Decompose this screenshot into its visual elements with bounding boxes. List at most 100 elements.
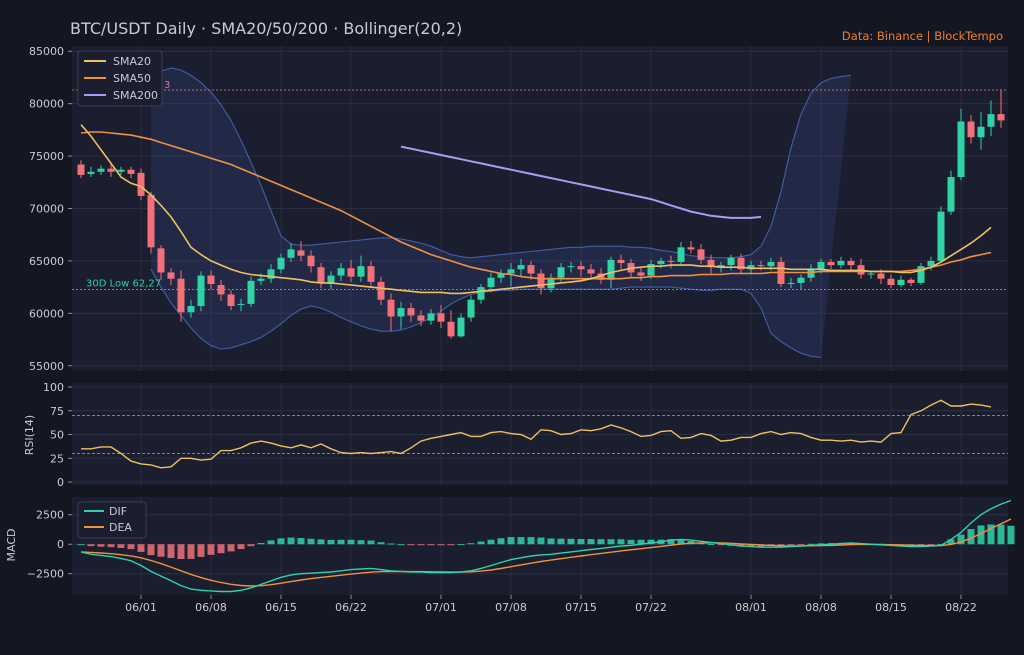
price-tick-label: 65000 <box>29 255 64 268</box>
candle-body <box>367 266 375 282</box>
candle-body <box>767 261 775 267</box>
macd-histogram-bar <box>807 543 815 545</box>
macd-histogram-bar <box>967 529 975 545</box>
macd-histogram-bar <box>627 539 635 545</box>
x-tick-label: 08/01 <box>735 601 767 614</box>
candle-body <box>807 269 815 278</box>
macd-histogram-bar <box>507 537 515 545</box>
sma200-line <box>400 145 762 219</box>
candle-body <box>477 287 485 300</box>
x-tick-label: 08/08 <box>805 601 837 614</box>
macd-histogram-bar <box>447 544 455 546</box>
candle-body <box>897 279 905 286</box>
macd-histogram-bar <box>167 544 175 558</box>
candle-body <box>587 269 595 274</box>
macd-dea-line <box>80 518 1012 587</box>
candle-body <box>757 265 765 267</box>
candle-body <box>377 281 385 300</box>
price-tick-label: 55000 <box>29 360 64 373</box>
candle-body <box>797 277 805 283</box>
candle-body <box>137 172 145 196</box>
macd-histogram-bar <box>717 544 725 546</box>
candle-body <box>107 168 115 172</box>
candle-body <box>727 257 735 266</box>
macd-histogram-bar <box>257 542 265 545</box>
price-tick-label: 80000 <box>29 98 64 111</box>
candle-body <box>877 273 885 279</box>
candle-body <box>157 248 165 273</box>
macd-histogram-bar <box>107 544 115 548</box>
candle-body <box>297 250 305 256</box>
macd-histogram-bar <box>787 544 795 546</box>
macd-histogram-bar <box>377 542 385 545</box>
macd-tick-label: 2500 <box>36 509 64 522</box>
macd-histogram-bar <box>267 540 275 545</box>
macd-histogram-bar <box>567 538 575 545</box>
candle-body <box>977 126 985 138</box>
macd-histogram-bar <box>127 544 135 550</box>
candle-body <box>597 273 605 280</box>
macd-histogram-bar <box>917 544 925 546</box>
candle-body <box>487 277 495 288</box>
macd-histogram-bar <box>777 544 785 546</box>
candle-body <box>637 272 645 276</box>
macd-histogram-bar <box>427 544 435 546</box>
macd-histogram-bar <box>317 539 325 545</box>
candle-body <box>657 260 665 265</box>
rsi-tick-label: 25 <box>50 452 64 465</box>
candle-body <box>187 306 195 313</box>
candle-body <box>707 259 715 268</box>
macd-histogram-bar <box>517 537 525 545</box>
candle-body <box>307 255 315 267</box>
x-tick-label: 08/22 <box>945 601 977 614</box>
candle-body <box>337 268 345 276</box>
x-tick-label: 07/08 <box>495 601 527 614</box>
macd-histogram-bar <box>997 524 1005 545</box>
macd-histogram-bar <box>677 539 685 545</box>
candle-body <box>257 278 265 281</box>
candle-body <box>177 278 185 313</box>
candle-body <box>547 277 555 289</box>
macd-histogram-bar <box>557 538 565 545</box>
macd-tick-label: 0 <box>57 538 64 551</box>
candle-body <box>917 266 925 283</box>
candle-body <box>907 279 915 283</box>
price-tick-label: 70000 <box>29 203 64 216</box>
macd-histogram-bar <box>247 544 255 547</box>
macd-histogram-bar <box>977 525 985 545</box>
macd-histogram-bar <box>347 539 355 545</box>
candle-body <box>607 259 615 280</box>
macd-histogram-bar <box>617 539 625 545</box>
macd-histogram-bar <box>817 543 825 545</box>
macd-dif-line <box>80 499 1012 593</box>
macd-histogram-bar <box>237 544 245 550</box>
candle-body <box>117 169 125 172</box>
macd-histogram-bar <box>187 544 195 559</box>
legend-label-sma200: SMA200 <box>113 89 158 102</box>
macd-histogram-bar <box>477 541 485 545</box>
price-legend-box <box>77 50 163 107</box>
macd-histogram-bar <box>647 539 655 545</box>
rsi-line <box>81 399 992 469</box>
macd-histogram-bar <box>297 537 305 545</box>
candle-body <box>987 114 995 127</box>
macd-histogram-bar <box>527 537 535 545</box>
candle-body <box>447 321 455 337</box>
candle-body <box>887 278 895 286</box>
candle-body <box>557 267 565 278</box>
x-tick-label: 07/01 <box>425 601 457 614</box>
candle-body <box>237 303 245 305</box>
candle-body <box>317 267 325 283</box>
macd-histogram-bar <box>587 539 595 545</box>
macd-histogram-bar <box>497 538 505 545</box>
macd-histogram-bar <box>397 544 405 546</box>
macd-histogram-bar <box>77 544 85 546</box>
macd-axis-label: MACD <box>5 529 18 562</box>
macd-histogram-bar <box>637 539 645 545</box>
macd-histogram-bar <box>457 544 465 546</box>
macd-histogram-bar <box>307 538 315 545</box>
macd-histogram-bar <box>287 537 295 545</box>
macd-histogram-bar <box>97 544 105 547</box>
price-tick-label: 60000 <box>29 307 64 320</box>
macd-histogram-bar <box>117 544 125 548</box>
